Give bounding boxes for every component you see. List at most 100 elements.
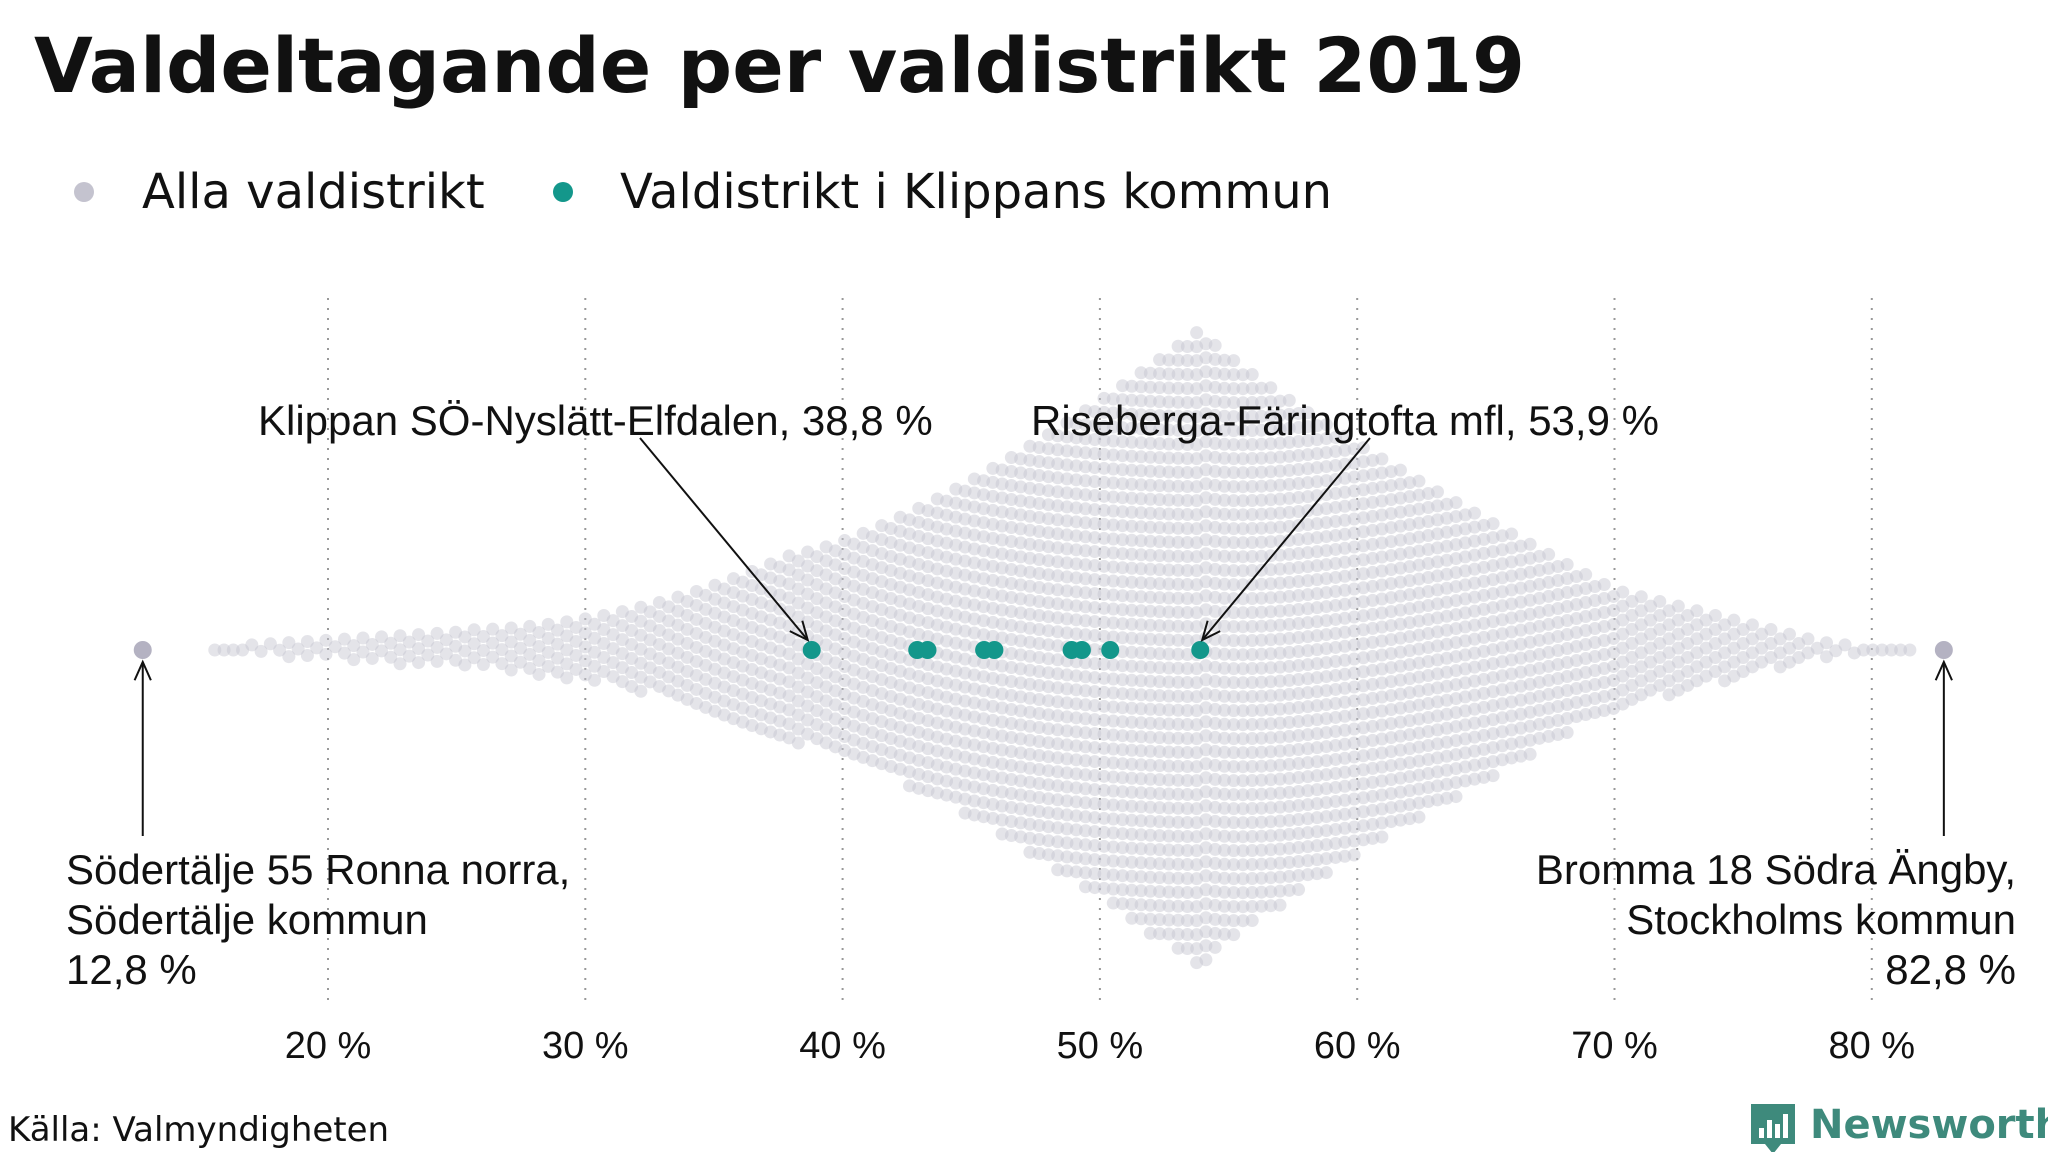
district-point [1208,674,1222,688]
district-point [838,548,852,562]
district-point [1245,634,1259,648]
district-point [1125,491,1139,505]
district-point [819,610,833,624]
district-point [856,554,870,568]
district-point [995,827,1009,841]
district-point [699,588,713,602]
district-point [930,548,944,562]
district-point [745,649,759,663]
district-point [1301,546,1315,560]
district-point [1366,663,1380,677]
district-point [1245,438,1259,452]
district-point [791,708,805,722]
district-point [1264,591,1278,605]
district-point [930,534,944,548]
district-point [1282,715,1296,729]
district-point [1143,632,1157,646]
district-point [1569,654,1583,668]
district-point [1078,488,1092,502]
district-point [1125,477,1139,491]
district-point [1292,617,1306,631]
district-point [930,744,944,758]
district-point [912,571,926,585]
district-point [1125,533,1139,547]
district-point [1273,730,1287,744]
district-point [736,617,750,631]
district-point [1495,641,1509,655]
district-point [1060,780,1074,794]
district-point [902,667,916,681]
district-point [1162,731,1176,745]
district-point [1458,606,1472,620]
district-point [569,662,583,676]
district-point [1023,747,1037,761]
district-point [967,542,981,556]
district-point [1292,715,1306,729]
district-point [1338,667,1352,681]
district-point [1366,481,1380,495]
district-point [1292,463,1306,477]
district-point [1153,381,1167,395]
district-point [1477,658,1491,672]
district-point [1051,681,1065,695]
district-point [1134,548,1148,562]
district-point [1217,465,1231,479]
district-point [1542,715,1556,729]
district-point [727,600,741,614]
district-point [958,792,972,806]
district-point [1477,686,1491,700]
district-point [1495,627,1509,641]
district-point [1162,829,1176,843]
district-point [1254,899,1268,913]
district-point [1430,555,1444,569]
district-point [958,484,972,498]
district-point [1069,809,1083,823]
district-point [680,678,694,692]
district-point [967,556,981,570]
district-point [819,652,833,666]
district-point [1301,560,1315,574]
district-point [1041,624,1055,638]
district-point [1347,820,1361,834]
district-point [1384,507,1398,521]
district-point [1505,751,1519,765]
district-point [625,665,639,679]
district-point [1171,885,1185,899]
district-point [1875,643,1889,657]
district-point [1319,642,1333,656]
district-point [1625,650,1639,664]
district-point [1134,730,1148,744]
district-point [310,641,324,655]
district-point [1393,477,1407,491]
district-point [1051,429,1065,443]
district-point [1180,479,1194,493]
district-point [1032,637,1046,651]
district-point [736,715,750,729]
district-point [986,573,1000,587]
district-point [1208,786,1222,800]
district-point [1542,617,1556,631]
district-point [1523,747,1537,761]
district-point [1125,715,1139,729]
district-point [1310,825,1324,839]
district-point [708,592,722,606]
district-point [1264,647,1278,661]
district-point [1254,507,1268,521]
district-point [1014,816,1028,830]
district-point [1653,664,1667,678]
district-point [1032,553,1046,567]
district-point [1338,471,1352,485]
district-point [1162,703,1176,717]
district-point [940,732,954,746]
district-point [643,675,657,689]
district-point [1690,660,1704,674]
district-point [1134,380,1148,394]
district-point [1153,437,1167,451]
district-point [1069,459,1083,473]
district-point [754,680,768,694]
district-point [1227,592,1241,606]
district-point [1792,637,1806,651]
district-point [1606,631,1620,645]
district-point [1217,927,1231,941]
district-point [1403,672,1417,686]
